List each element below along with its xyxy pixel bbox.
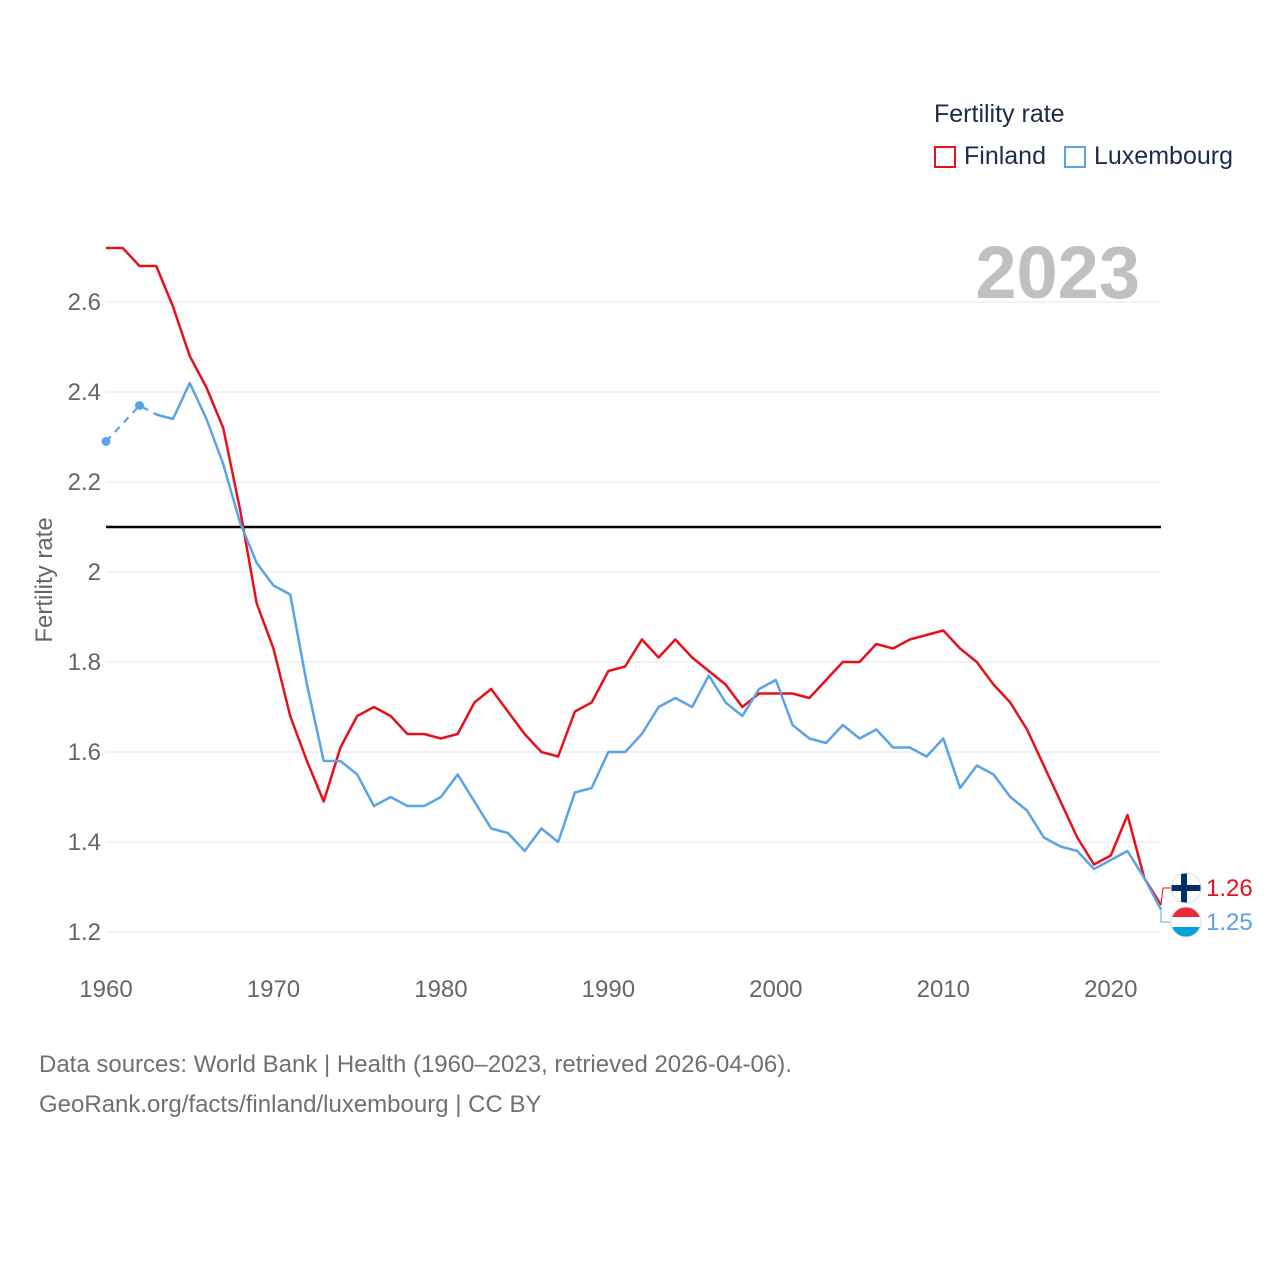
y-axis-label: Fertility rate [31,517,58,642]
x-tick-label: 1970 [247,976,300,1003]
y-tick-label: 1.2 [68,919,101,946]
connector-luxembourg [1160,909,1171,923]
flag-finland-icon [1170,872,1202,904]
series-layer [101,246,1163,911]
x-tick-label: 2020 [1084,976,1137,1003]
x-tick-label: 1980 [414,976,467,1003]
legend-label-luxembourg: Luxembourg [1094,142,1233,170]
legend-swatch-finland [934,145,956,168]
series-line-dashed-luxembourg [105,404,157,443]
x-tick-label: 1960 [79,976,132,1003]
footer: Data sources: World Bank | Health (1960–… [39,1045,792,1125]
y-tick-label: 2.4 [68,379,101,406]
flag-luxembourg-icon [1170,906,1202,938]
year-watermark: 2023 [975,231,1140,314]
footer-link[interactable]: GeoRank.org/facts/finland/luxembourg | C… [39,1091,542,1118]
y-tick-label: 2.6 [68,289,101,316]
x-axis-ticks: 1960 1970 1980 1990 2000 2010 2020 [79,976,1137,1003]
data-point-luxembourg[interactable] [101,437,111,446]
end-labels: 1.26 1.25 [1160,872,1253,938]
data-point-luxembourg[interactable] [134,401,144,410]
y-tick-label: 1.4 [68,829,101,856]
connector-finland [1160,887,1171,906]
legend: Finland Luxembourg [934,142,1251,171]
legend-swatch-luxembourg [1064,145,1086,168]
y-tick-label: 2 [88,559,101,586]
x-tick-label: 2000 [749,976,802,1003]
y-tick-label: 1.6 [68,739,101,766]
grid-lines [106,301,1161,933]
y-tick-label: 1.8 [68,649,101,676]
legend-title: Fertility rate [934,100,1065,128]
series-line-finland[interactable] [106,246,1163,906]
y-axis-ticks: 1.2 1.4 1.6 1.8 2 2.2 2.4 2.6 [68,289,101,946]
x-tick-label: 1990 [582,976,635,1003]
y-tick-label: 2.2 [68,469,101,496]
legend-item-luxembourg[interactable]: Luxembourg [1064,142,1233,171]
series-line-luxembourg[interactable] [155,381,1163,911]
end-value-finland: 1.26 [1206,875,1253,902]
legend-item-finland[interactable]: Finland [934,142,1046,171]
x-tick-label: 2010 [917,976,970,1003]
legend-label-finland: Finland [964,142,1046,170]
end-value-luxembourg: 1.25 [1206,909,1253,936]
footer-sources: Data sources: World Bank | Health (1960–… [39,1051,792,1078]
